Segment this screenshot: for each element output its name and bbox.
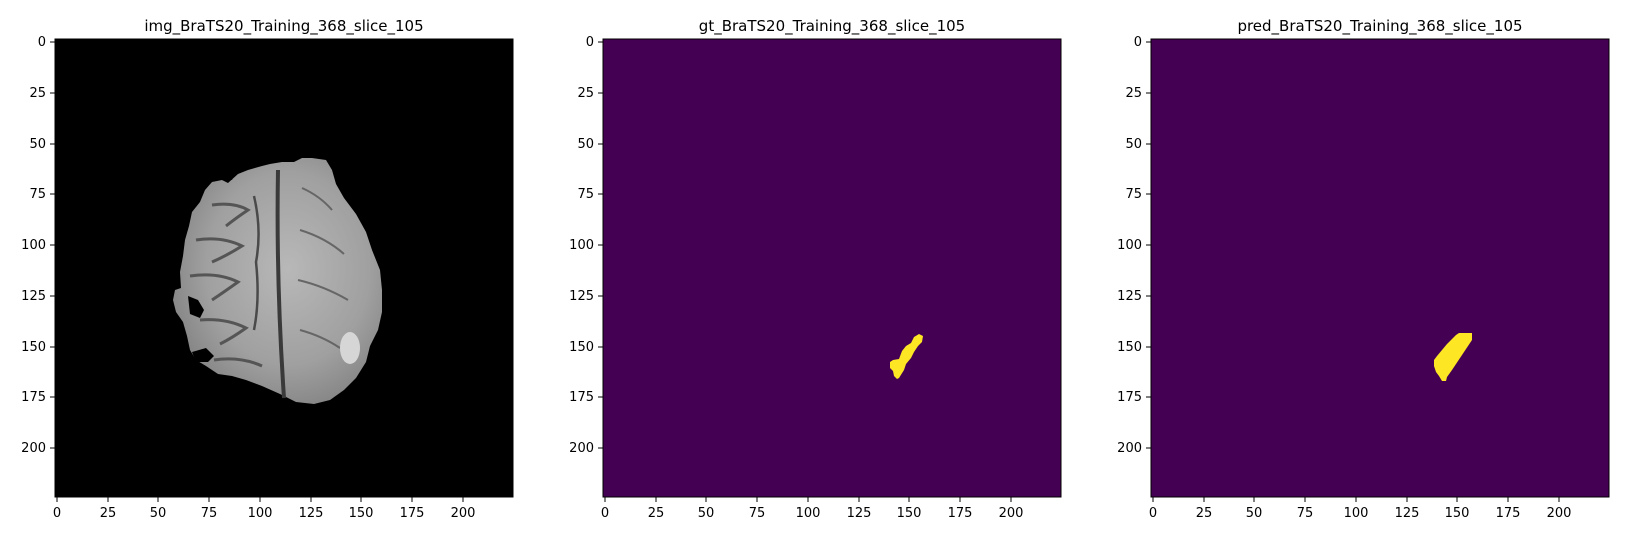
x-tick-label: 125 xyxy=(1395,506,1420,521)
y-tick-label: 25 xyxy=(29,86,46,101)
y-tick-label: 50 xyxy=(29,137,46,152)
x-tick-label: 150 xyxy=(1445,506,1470,521)
panel-prediction: pred_BraTS20_Training_368_slice_105 0 25… xyxy=(1117,17,1610,521)
x-tick-label: 25 xyxy=(648,506,665,521)
panel-image: img_BraTS20_Training_368_slice_105 0 25 … xyxy=(21,17,514,521)
y-tick-label: 175 xyxy=(21,390,46,405)
y-tick-label: 100 xyxy=(1117,238,1142,253)
x-tick-label: 25 xyxy=(1196,506,1213,521)
x-tick-label: 50 xyxy=(150,506,167,521)
x-tick-label: 175 xyxy=(1496,506,1521,521)
x-tick-label: 100 xyxy=(796,506,821,521)
brain-slice-image xyxy=(173,158,382,404)
x-tick-label: 50 xyxy=(698,506,715,521)
x-tick-label: 50 xyxy=(1246,506,1263,521)
x-axis: 0 25 50 75 100 125 150 175 200 xyxy=(1149,497,1572,521)
x-tick-label: 125 xyxy=(847,506,872,521)
tumor-mask-region xyxy=(1434,333,1472,381)
panel-ground-truth: gt_BraTS20_Training_368_slice_105 0 25 5… xyxy=(569,17,1062,521)
y-tick-label: 150 xyxy=(569,340,594,355)
x-tick-label: 0 xyxy=(1149,506,1157,521)
x-tick-label: 100 xyxy=(248,506,273,521)
tumor-mask-region xyxy=(890,334,923,379)
x-tick-label: 125 xyxy=(299,506,324,521)
mask-background xyxy=(1151,39,1609,497)
y-tick-label: 25 xyxy=(1125,86,1142,101)
y-tick-label: 0 xyxy=(1134,35,1142,50)
x-axis: 0 25 50 75 100 125 150 175 200 xyxy=(601,497,1024,521)
x-tick-label: 175 xyxy=(948,506,973,521)
panel-title: gt_BraTS20_Training_368_slice_105 xyxy=(699,17,965,36)
x-tick-label: 200 xyxy=(451,506,476,521)
y-axis: 0 25 50 75 100 125 150 175 200 xyxy=(21,35,55,456)
x-tick-label: 25 xyxy=(100,506,117,521)
y-axis: 0 25 50 75 100 125 150 175 200 xyxy=(569,35,603,456)
y-tick-label: 200 xyxy=(1117,441,1142,456)
x-tick-label: 75 xyxy=(749,506,766,521)
mask-background xyxy=(603,39,1061,497)
y-tick-label: 50 xyxy=(1125,137,1142,152)
y-tick-label: 75 xyxy=(577,187,594,202)
y-axis: 0 25 50 75 100 125 150 175 200 xyxy=(1117,35,1151,456)
y-tick-label: 200 xyxy=(569,441,594,456)
y-tick-label: 125 xyxy=(569,289,594,304)
x-tick-label: 150 xyxy=(349,506,374,521)
y-tick-label: 50 xyxy=(577,137,594,152)
y-tick-label: 150 xyxy=(1117,340,1142,355)
x-tick-label: 175 xyxy=(400,506,425,521)
x-tick-label: 100 xyxy=(1344,506,1369,521)
y-tick-label: 175 xyxy=(569,390,594,405)
y-tick-label: 100 xyxy=(569,238,594,253)
y-tick-label: 125 xyxy=(1117,289,1142,304)
axes-frame xyxy=(602,38,1062,498)
panel-title: pred_BraTS20_Training_368_slice_105 xyxy=(1237,17,1522,36)
y-tick-label: 0 xyxy=(586,35,594,50)
x-tick-label: 75 xyxy=(1297,506,1314,521)
panel-title: img_BraTS20_Training_368_slice_105 xyxy=(144,17,423,36)
y-tick-label: 150 xyxy=(21,340,46,355)
x-tick-label: 75 xyxy=(201,506,218,521)
y-tick-label: 0 xyxy=(38,35,46,50)
y-tick-label: 175 xyxy=(1117,390,1142,405)
y-tick-label: 100 xyxy=(21,238,46,253)
axes-frame xyxy=(1150,38,1610,498)
y-tick-label: 75 xyxy=(29,187,46,202)
axes-frame xyxy=(54,38,514,498)
x-tick-label: 150 xyxy=(897,506,922,521)
x-tick-label: 0 xyxy=(53,506,61,521)
x-tick-label: 200 xyxy=(1547,506,1572,521)
y-tick-label: 200 xyxy=(21,441,46,456)
y-tick-label: 125 xyxy=(21,289,46,304)
x-tick-label: 0 xyxy=(601,506,609,521)
x-tick-label: 200 xyxy=(999,506,1024,521)
y-tick-label: 25 xyxy=(577,86,594,101)
x-axis: 0 25 50 75 100 125 150 175 200 xyxy=(53,497,476,521)
y-tick-label: 75 xyxy=(1125,187,1142,202)
